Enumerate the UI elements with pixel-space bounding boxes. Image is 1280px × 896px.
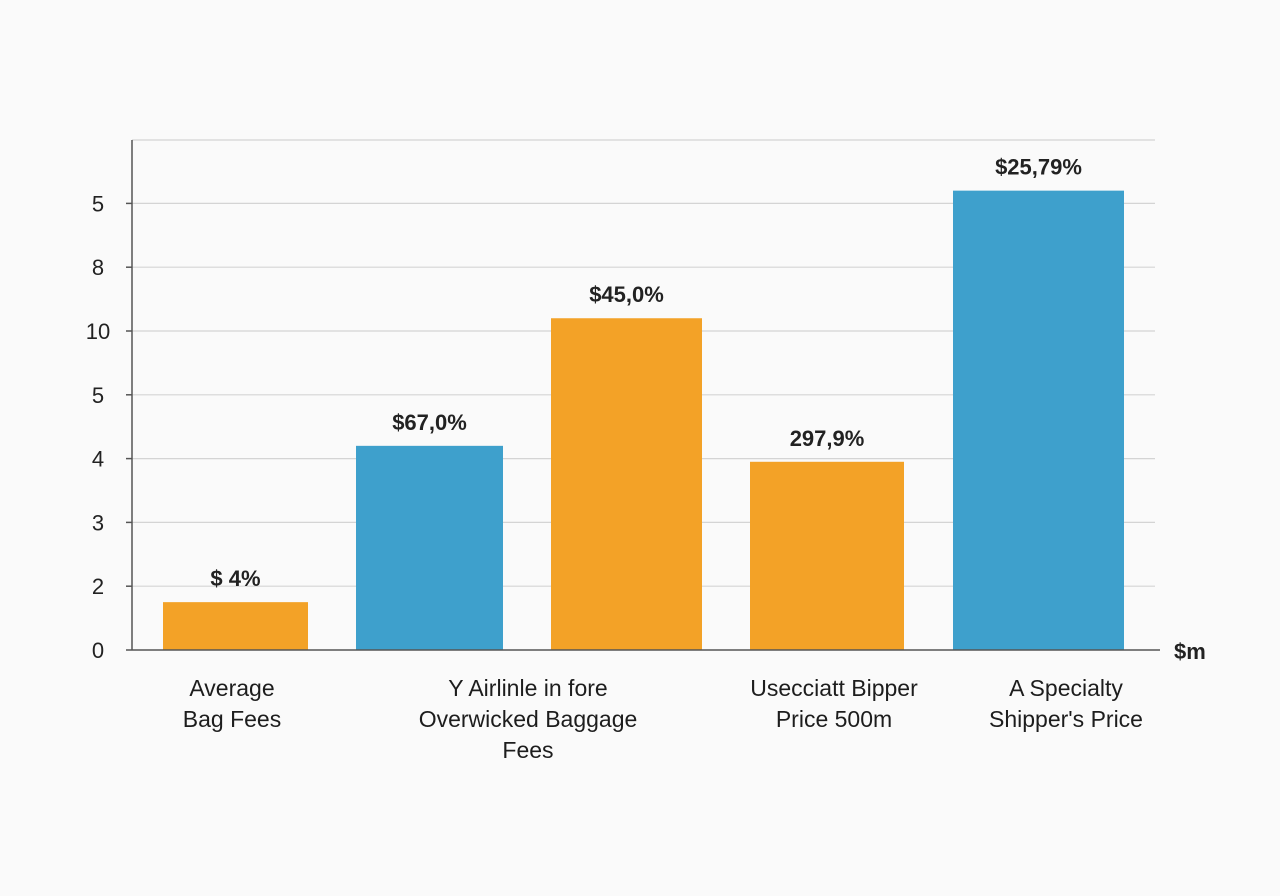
bar — [163, 602, 308, 650]
category-label: Y Airlinle in fore Overwicked Baggage Fees — [419, 675, 638, 763]
bar-value-label: $67,0% — [392, 410, 467, 435]
bar-value-label: $ 4% — [210, 566, 260, 591]
y-tick-label: 5 — [92, 191, 104, 216]
category-label: Usecciatt Bipper Price 500m — [750, 675, 918, 732]
category-label-line: Price 500m — [776, 706, 892, 732]
category-labels: Average Bag Fees Y Airlinle in fore Overwic… — [183, 675, 1143, 763]
y-tick-label: 0 — [92, 638, 104, 663]
category-label-line: A Specialty — [1009, 675, 1123, 701]
category-label-line: Usecciatt Bipper — [750, 675, 918, 701]
bars — [163, 190, 1124, 650]
data-labels: $ 4% $67,0% $45,0% 297,9% $25,79% — [210, 155, 1082, 592]
category-label-line: Fees — [502, 737, 553, 763]
unit-label: $m — [1174, 639, 1206, 664]
bar — [953, 190, 1124, 650]
bar-value-label: $25,79% — [995, 155, 1082, 180]
y-tick-label: 10 — [86, 319, 110, 344]
bar — [750, 461, 904, 650]
category-label: Average Bag Fees — [183, 675, 281, 732]
category-label: A Specialty Shipper's Price — [989, 675, 1143, 732]
category-label-line: Y Airlinle in fore — [448, 675, 607, 701]
bar-value-label: $45,0% — [589, 282, 664, 307]
bar — [356, 445, 503, 650]
y-tick-label: 5 — [92, 383, 104, 408]
bar — [551, 318, 702, 650]
y-axis-ticks: 0 2 3 4 5 10 8 5 — [86, 191, 132, 663]
y-tick-label: 4 — [92, 447, 104, 472]
category-label-line: Bag Fees — [183, 706, 281, 732]
category-label-line: Shipper's Price — [989, 706, 1143, 732]
category-label-line: Overwicked Baggage — [419, 706, 638, 732]
bar-value-label: 297,9% — [790, 426, 865, 451]
y-tick-label: 8 — [92, 255, 104, 280]
y-tick-label: 2 — [92, 574, 104, 599]
y-tick-label: 3 — [92, 510, 104, 535]
category-label-line: Average — [189, 675, 274, 701]
